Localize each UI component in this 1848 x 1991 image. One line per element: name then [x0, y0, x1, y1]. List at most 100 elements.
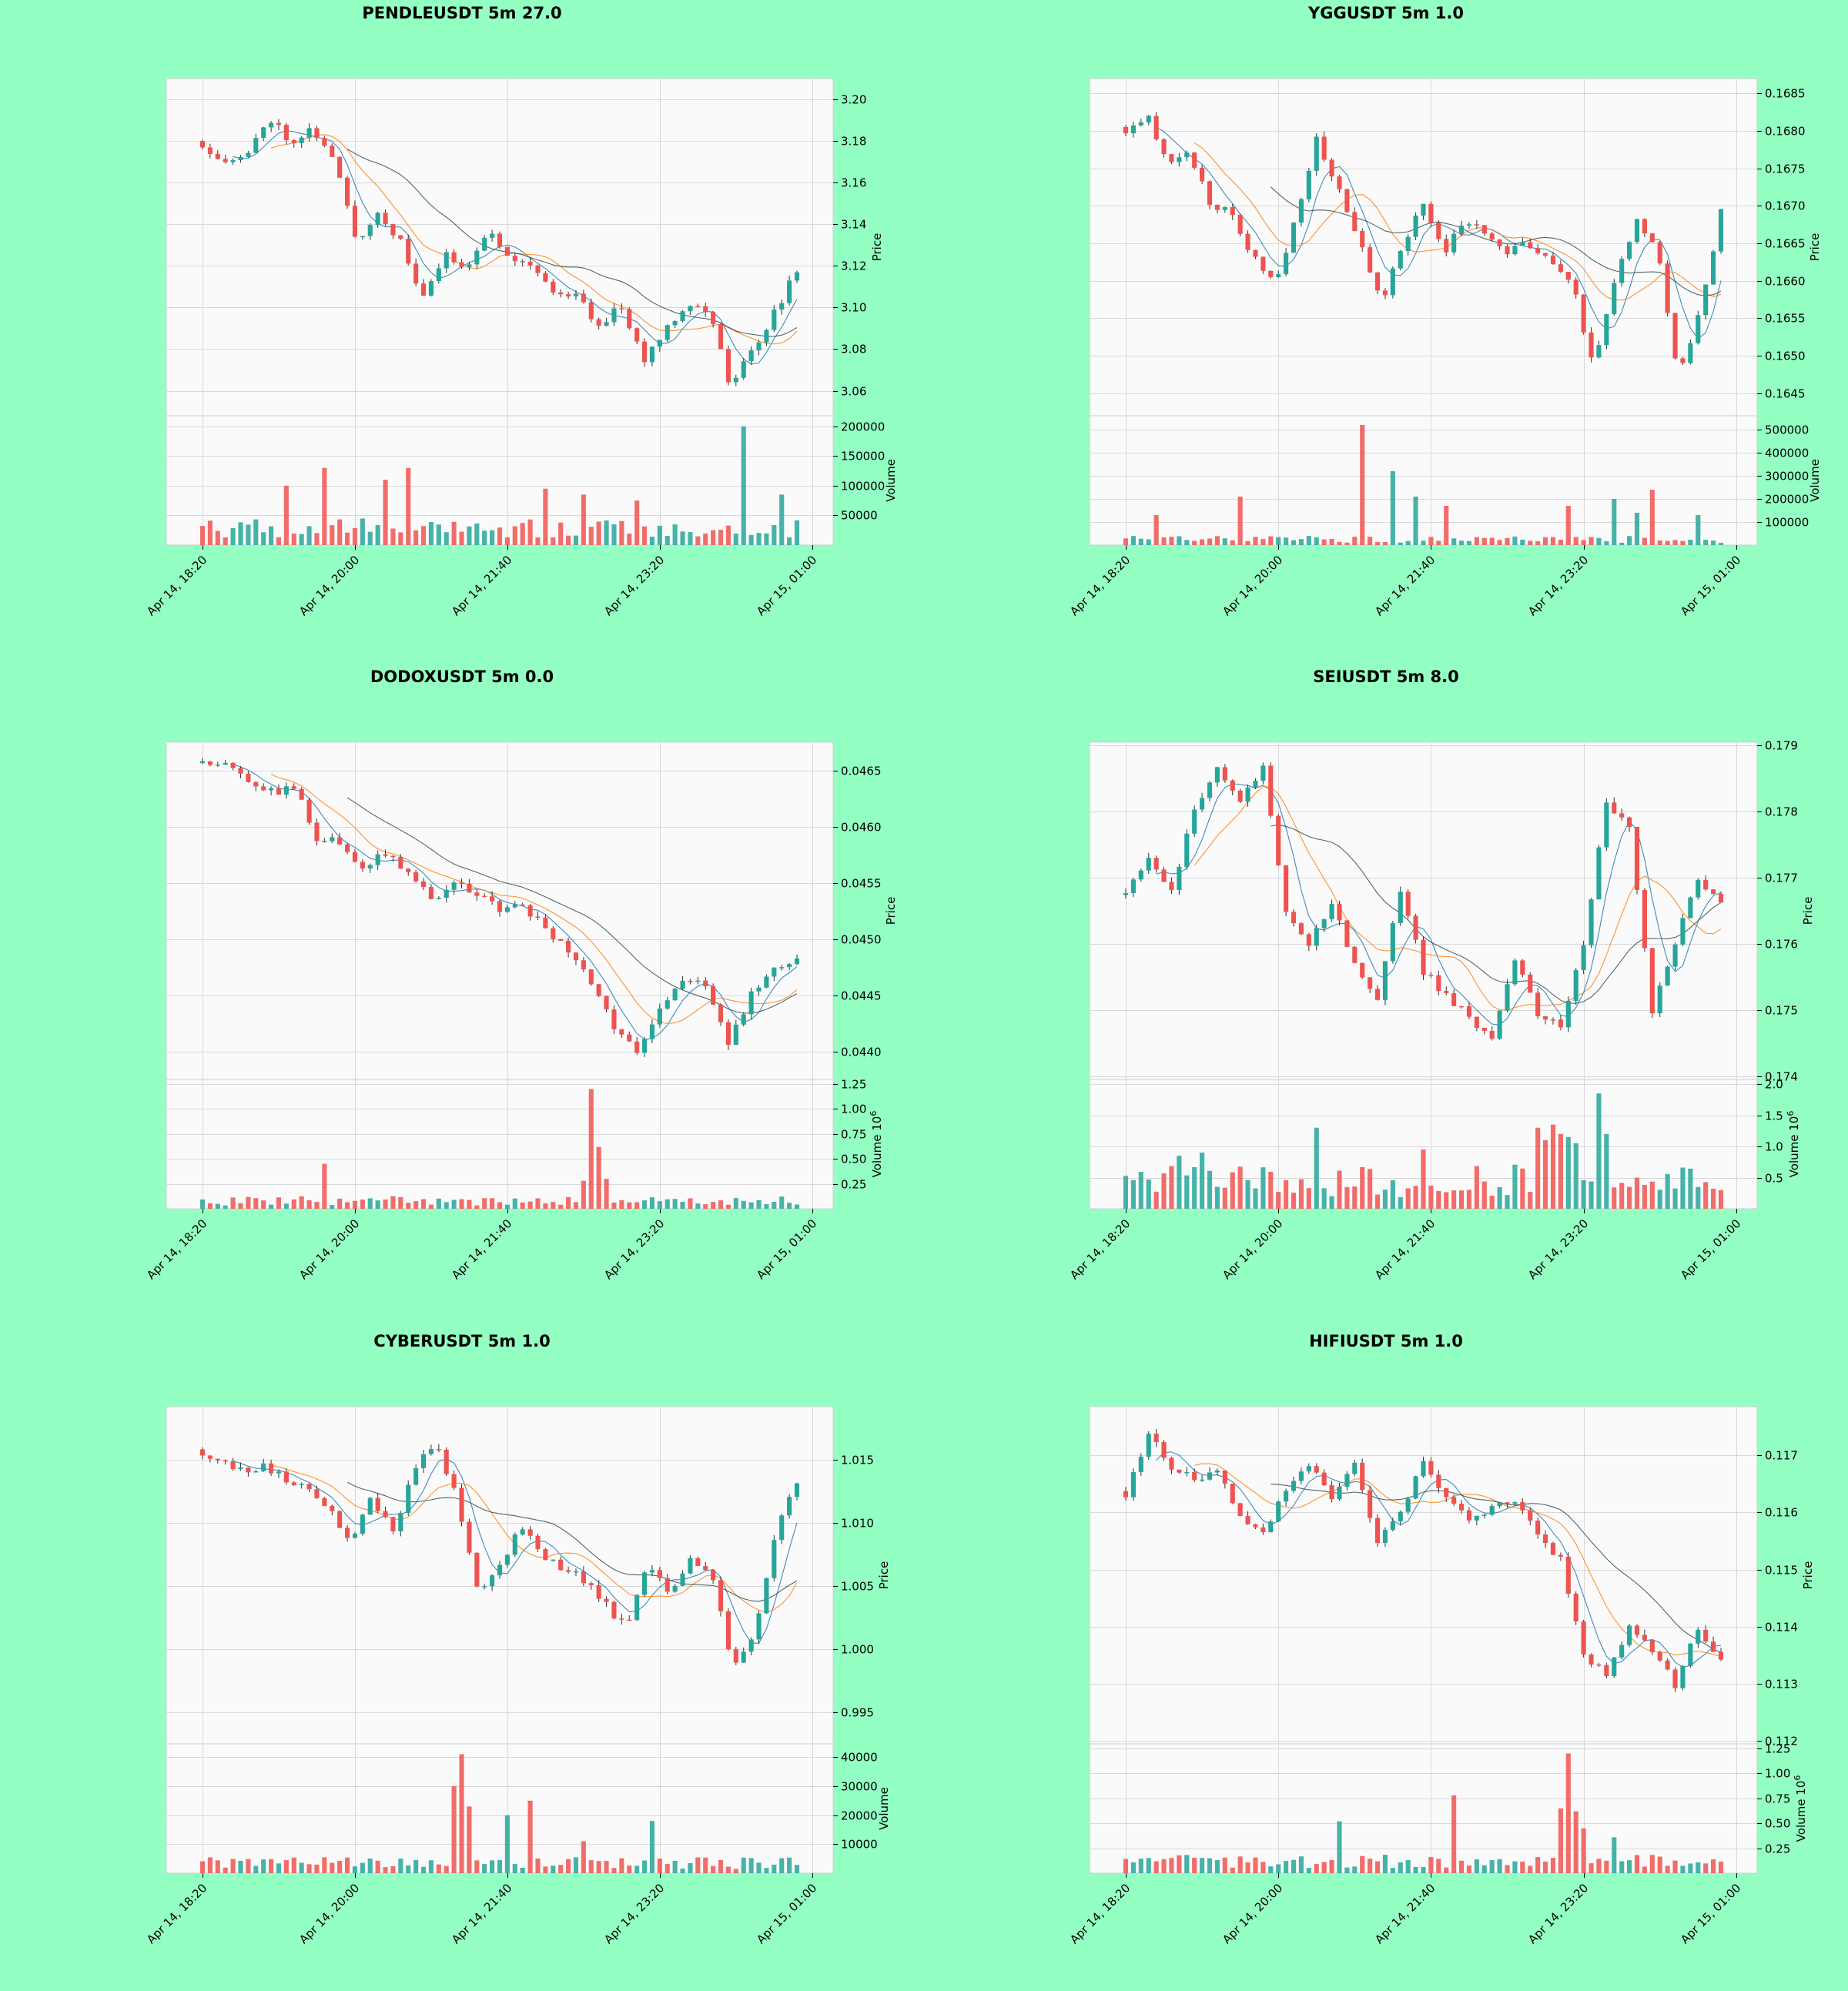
candle-body — [1711, 251, 1716, 285]
volume-bar — [1214, 1186, 1220, 1209]
candle-body — [1276, 815, 1281, 865]
volume-bar — [695, 1857, 701, 1873]
candle-body — [604, 322, 609, 326]
candle-body — [1657, 1651, 1662, 1661]
volume-bar — [474, 1205, 480, 1209]
volume-bar — [1550, 1124, 1556, 1209]
x-tick-label: Apr 14, 18:20 — [1067, 553, 1133, 618]
volume-bar — [504, 1815, 510, 1873]
volume-bar — [1558, 540, 1563, 545]
price-tick-label: 0.179 — [1765, 739, 1798, 753]
price-tick-label: 1.005 — [841, 1580, 874, 1594]
x-tick-label: Apr 14, 18:20 — [144, 1881, 209, 1946]
volume-bar — [772, 1864, 777, 1873]
volume-bar — [367, 531, 373, 545]
volume-bar — [680, 1202, 685, 1209]
volume-bar — [230, 1197, 236, 1209]
volume-bar — [1374, 1861, 1381, 1873]
candle-body — [1612, 1657, 1617, 1676]
candle-body — [1542, 1016, 1548, 1020]
volume-bar — [1573, 1143, 1578, 1209]
candle-body — [1390, 922, 1395, 962]
chart-title: PENDLEUSDT 5m 27.0 — [362, 4, 561, 22]
candle-body — [1200, 167, 1205, 182]
candle-body — [283, 1471, 289, 1483]
volume-bar — [1276, 1192, 1281, 1209]
candle-body — [467, 1521, 472, 1553]
volume-bar — [703, 533, 708, 545]
volume-bar — [253, 1198, 259, 1209]
volume-bar — [543, 1203, 548, 1209]
volume-bar — [306, 526, 312, 545]
volume-bar — [1428, 1186, 1434, 1209]
candle-body — [413, 872, 419, 882]
candle-body — [459, 1487, 464, 1522]
candle-body — [1291, 912, 1297, 924]
candle-body — [1291, 223, 1297, 253]
candle-body — [398, 235, 403, 239]
candle-body — [299, 788, 304, 800]
volume-bar — [1444, 1867, 1449, 1873]
volume-bar — [764, 1868, 769, 1873]
volume-tick-label: 30000 — [841, 1780, 878, 1794]
candle-body — [1153, 1434, 1159, 1443]
volume-panel — [1089, 1079, 1758, 1210]
volume-bar — [1649, 1855, 1655, 1873]
volume-bar — [1474, 1166, 1479, 1209]
candle-body — [1161, 1442, 1167, 1458]
volume-panel — [1089, 415, 1758, 546]
candle-body — [337, 156, 343, 178]
candle-body — [1458, 226, 1465, 234]
candle-body — [527, 261, 533, 266]
volume-bar — [207, 1203, 213, 1209]
candle-body — [306, 1484, 312, 1490]
volume-bar — [1146, 1858, 1151, 1873]
price-tick-label: 0.112 — [1765, 1735, 1798, 1748]
volume-tick-label: 0.75 — [841, 1128, 866, 1142]
candle-body — [627, 1619, 632, 1621]
candle-body — [199, 761, 206, 764]
volume-bar — [1634, 1177, 1640, 1209]
volume-bar — [352, 1200, 358, 1209]
candle-body — [756, 1613, 762, 1640]
candle-body — [230, 762, 236, 768]
volume-bar — [1390, 471, 1395, 545]
volume-bar — [420, 1199, 427, 1209]
volume-bar — [1657, 1190, 1662, 1209]
candle-body — [1413, 915, 1418, 940]
candle-body — [764, 330, 769, 343]
candle-body — [1276, 1501, 1281, 1522]
volume-bar — [741, 1200, 746, 1209]
volume-bar — [1474, 537, 1479, 545]
candle-body — [1436, 1474, 1441, 1488]
volume-bar — [1612, 499, 1617, 545]
volume-bar — [1696, 1186, 1701, 1209]
candle-body — [520, 261, 525, 263]
volume-bar — [230, 1859, 236, 1873]
volume-bar — [1207, 1170, 1213, 1209]
volume-bar — [283, 1859, 289, 1873]
candle-body — [367, 865, 373, 869]
candle-body — [672, 1585, 678, 1592]
volume-bar — [398, 532, 403, 545]
volume-bar — [1528, 1192, 1533, 1209]
price-tick-label: 0.175 — [1765, 1004, 1798, 1018]
candle-body — [718, 1580, 724, 1611]
volume-bar — [1481, 1865, 1487, 1873]
volume-bar — [428, 1860, 434, 1873]
price-tick-label: 0.0465 — [841, 765, 882, 778]
candle-body — [573, 1571, 579, 1573]
price-tick-label: 0.1685 — [1765, 87, 1806, 101]
candle-body — [253, 781, 259, 787]
candle-body — [474, 1552, 480, 1587]
candle-body — [520, 1529, 525, 1535]
volume-bar — [1718, 1861, 1724, 1873]
volume-bar — [1177, 1156, 1182, 1209]
candle-body — [283, 125, 289, 141]
moving-average-line — [346, 149, 798, 337]
candle-body — [276, 1471, 282, 1474]
price-tick-label: 0.1650 — [1765, 350, 1806, 363]
volume-bar — [314, 1864, 320, 1873]
volume-bar — [787, 537, 792, 545]
volume-bar — [383, 1867, 388, 1873]
